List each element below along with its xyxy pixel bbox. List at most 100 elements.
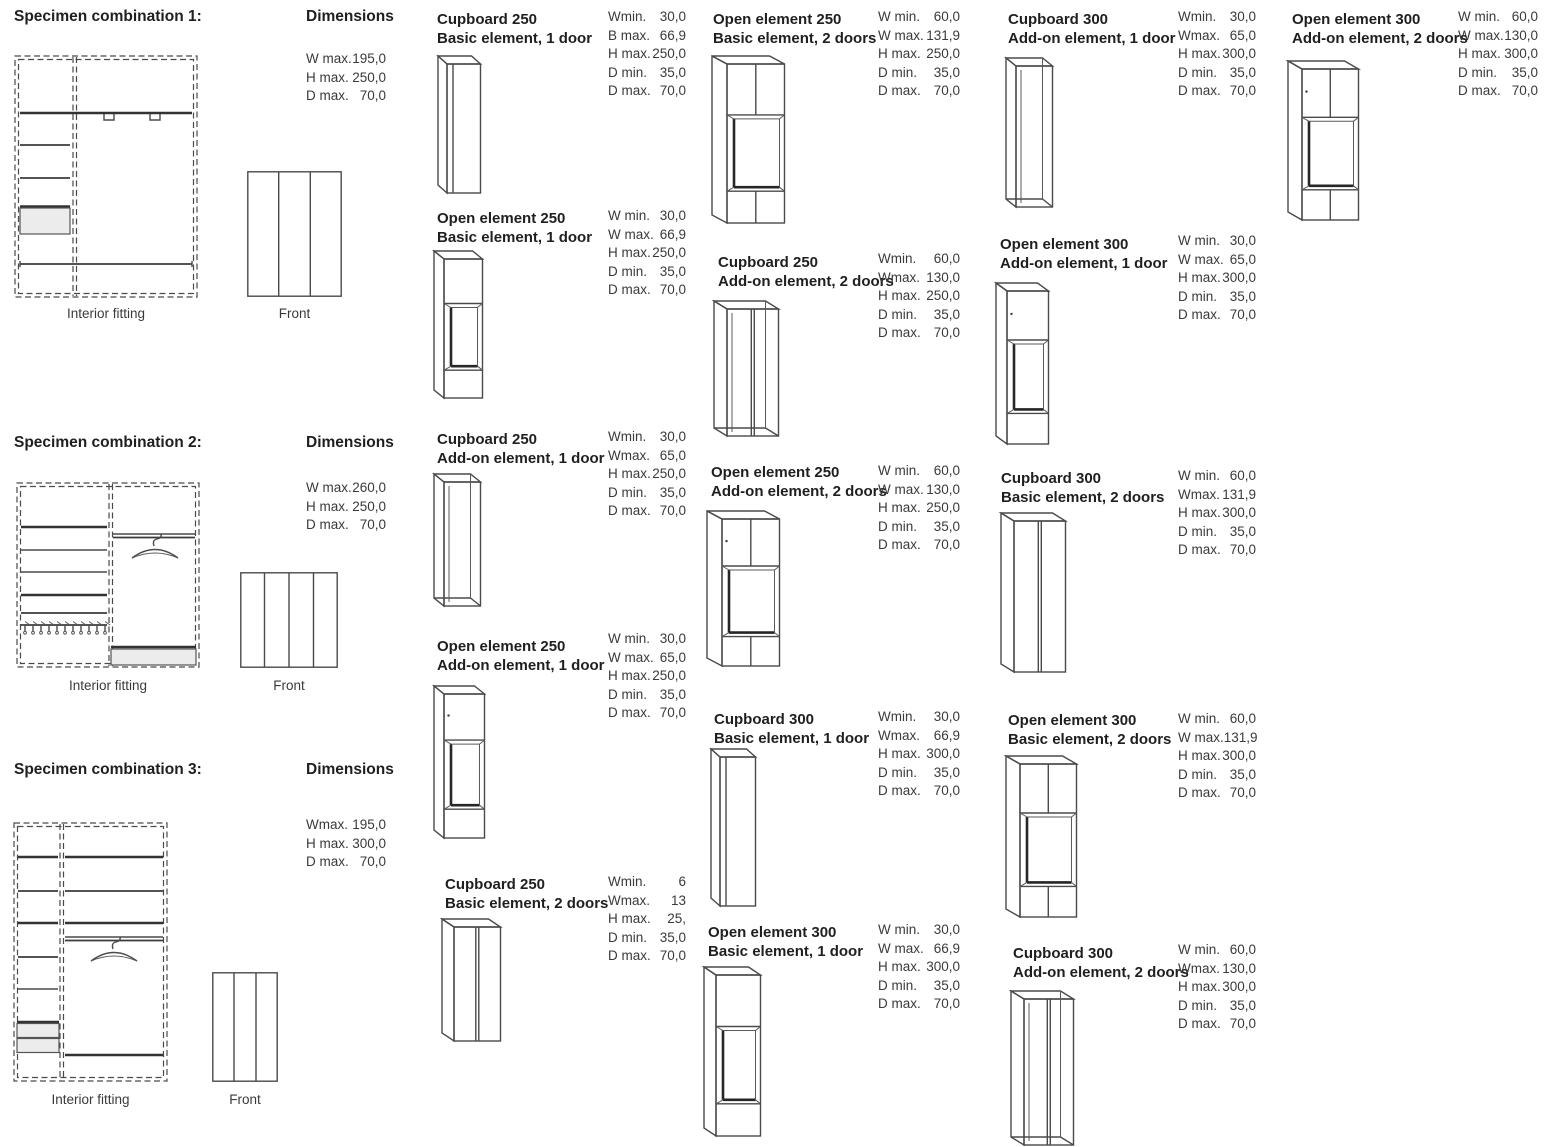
- product-title-line1: Open element 300: [1292, 11, 1421, 28]
- spec-row: W max. 65,0: [608, 649, 686, 668]
- spec-row: D max. 70,0: [1178, 82, 1256, 101]
- spec-label: H max.: [1458, 46, 1501, 62]
- spec-row: D max. 70,0: [1458, 82, 1538, 101]
- spec-label: D max.: [608, 83, 651, 99]
- spec-row: D min. 35,0: [608, 64, 686, 83]
- spec-value: 35,0: [659, 484, 686, 500]
- spec-row: W min. 30,0: [608, 630, 686, 649]
- spec-label: W max.: [878, 940, 924, 956]
- spec-label: W max.: [878, 481, 924, 497]
- spec-value: 60,0: [1511, 9, 1538, 24]
- spec-row: D min. 35,0: [878, 64, 960, 83]
- spec-list: W min. 60,0 W max. 130,0 H max. 250,0 D min. 35…: [878, 462, 960, 555]
- dimensions-list: W max. 195,0 H max. 250,0 D max. 70,0: [306, 50, 386, 106]
- spec-value: 250,0: [652, 245, 686, 261]
- product-title-line2: Basic element, 1 door: [714, 730, 870, 747]
- spec-value: 35,0: [659, 64, 686, 80]
- spec-row: D min. 35,0: [878, 518, 960, 537]
- open-element-2-doors-drawing: [711, 54, 786, 225]
- spec-value: 70,0: [933, 783, 960, 799]
- spec-row: D max. 70,0: [878, 782, 960, 801]
- product-title-line2: Add-on element, 2 doors: [1292, 30, 1468, 47]
- spec-value: 70,0: [933, 996, 960, 1012]
- spec-value: 131,9: [1223, 729, 1258, 745]
- spec-label: D min.: [608, 484, 648, 500]
- spec-label: W min.: [608, 631, 650, 646]
- spec-value: 65,0: [659, 649, 686, 665]
- spec-label: W min.: [1178, 233, 1220, 248]
- dimension-row: Wmax. 195,0: [306, 816, 386, 835]
- front-drawing: [247, 171, 342, 297]
- spec-value: 35,0: [1229, 64, 1256, 80]
- spec-list: W min. 60,0 W max. 130,0 H max. 300,0 D min. 35…: [1458, 8, 1538, 101]
- spec-label: D min.: [1458, 64, 1498, 80]
- spec-value: 300,0: [926, 959, 960, 975]
- spec-row: W min. 30,0: [878, 921, 960, 940]
- spec-row: D max. 70,0: [1178, 1015, 1256, 1034]
- spec-label: Wmin.: [608, 9, 647, 24]
- spec-label: D max.: [1458, 83, 1501, 99]
- spec-value: 35,0: [1229, 523, 1256, 539]
- spec-row: W max. 131,9: [1178, 729, 1258, 748]
- spec-label: D min.: [1178, 523, 1218, 539]
- product-title: Cupboard 300 Add-on element, 2 doors: [1013, 944, 1189, 982]
- spec-label: W min.: [608, 208, 650, 223]
- spec-list: Wmin. 30,0 Wmax. 66,9 H max. 300,0 D min. 35,0 D…: [878, 708, 960, 801]
- spec-value: 30,0: [659, 208, 686, 223]
- dimension-row: H max. 250,0: [306, 498, 386, 517]
- spec-value: 300,0: [1222, 979, 1256, 995]
- cupboard-1-door-addon-drawing: [1004, 56, 1055, 209]
- spec-value: 35,0: [1229, 997, 1256, 1013]
- dimension-value: 70,0: [359, 854, 386, 870]
- spec-label: W min.: [878, 922, 920, 937]
- spec-row: D min. 35,0: [878, 977, 960, 996]
- product-title: Cupboard 250 Add-on element, 2 doors: [718, 253, 894, 291]
- front-drawing: [240, 572, 338, 668]
- spec-value: 130,0: [926, 481, 960, 497]
- spec-value: 35,0: [933, 64, 960, 80]
- cupboard-1-door-drawing: [709, 747, 758, 908]
- spec-value: 25,: [667, 911, 686, 927]
- spec-value: 70,0: [659, 282, 686, 298]
- product-title: Open element 250 Add-on element, 1 door: [437, 637, 605, 675]
- spec-label: H max.: [1178, 979, 1221, 995]
- spec-value: 60,0: [1229, 942, 1256, 957]
- spec-row: Wmin. 30,0: [1178, 8, 1256, 27]
- spec-row: D max. 70,0: [608, 947, 686, 966]
- front-caption: Front: [273, 678, 305, 693]
- spec-value: 130,0: [1504, 27, 1538, 43]
- product-title-line2: Add-on element, 2 doors: [1013, 964, 1189, 981]
- spec-list: Wmin. 30,0 Wmax. 65,0 H max. 250,0 D min. 35,0 D…: [608, 428, 686, 521]
- dimensions-list: Wmax. 195,0 H max. 300,0 D max. 70,0: [306, 816, 386, 872]
- spec-label: H max.: [608, 668, 651, 684]
- spec-value: 70,0: [1229, 542, 1256, 558]
- spec-list: Wmin. 6 Wmax. 13 H max. 25, D min. 35,0 D max. 70…: [608, 873, 686, 966]
- spec-value: 70,0: [659, 705, 686, 721]
- spec-label: H max.: [1178, 505, 1221, 521]
- spec-row: W min. 30,0: [608, 207, 686, 226]
- spec-row: Wmax. 13: [608, 892, 686, 911]
- spec-label: W max.: [878, 27, 924, 43]
- product-title-line1: Cupboard 250: [437, 431, 538, 448]
- dimension-value: 195,0: [352, 817, 386, 832]
- spec-list: Wmin. 30,0 Wmax. 65,0 H max. 300,0 D min. 35,0 D…: [1178, 8, 1256, 101]
- spec-row: D max. 70,0: [878, 82, 960, 101]
- spec-value: 131,9: [926, 27, 960, 43]
- dimensions-heading: Dimensions: [306, 8, 394, 25]
- interior-fitting-caption: Interior fitting: [68, 678, 148, 693]
- dimension-value: 70,0: [359, 517, 386, 533]
- dimension-row: D max. 70,0: [306, 516, 386, 535]
- spec-label: D max.: [1178, 307, 1221, 323]
- dimension-label: H max.: [306, 498, 349, 514]
- spec-label: W max.: [1178, 251, 1224, 267]
- spec-label: H max.: [878, 46, 921, 62]
- spec-row: D min. 35,0: [878, 306, 960, 325]
- spec-row: D min. 35,0: [1178, 288, 1256, 307]
- spec-value: 35,0: [933, 977, 960, 993]
- cupboard-1-door-drawing: [436, 54, 483, 195]
- dimension-row: D max. 70,0: [306, 87, 386, 106]
- product-title-line1: Cupboard 300: [1001, 470, 1102, 487]
- spec-row: H max. 250,0: [608, 244, 686, 263]
- spec-row: W max. 66,9: [608, 226, 686, 245]
